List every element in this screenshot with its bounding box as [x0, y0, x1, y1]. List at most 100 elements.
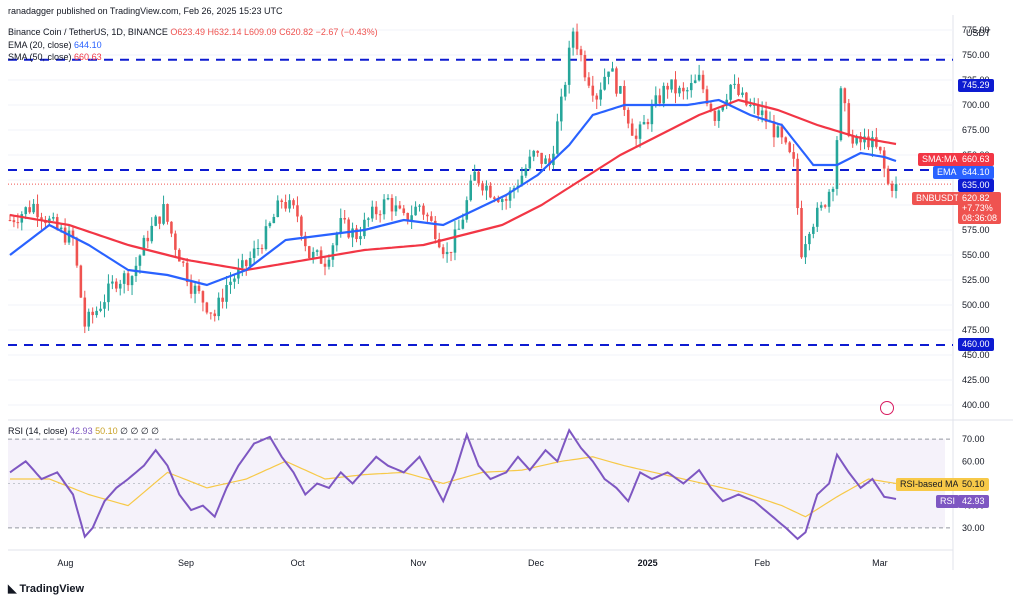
candle-body	[256, 248, 260, 250]
sma-legend[interactable]: SMA (50, close) 660.63	[8, 52, 102, 62]
candle-body	[591, 85, 595, 96]
candle-body	[185, 262, 189, 283]
candle-body	[390, 198, 394, 212]
candle-body	[489, 185, 492, 198]
candle-body	[63, 227, 67, 243]
candle-body	[126, 273, 130, 286]
candle-body	[760, 110, 764, 116]
candle-body	[91, 311, 94, 316]
ema-legend[interactable]: EMA (20, close) 644.10	[8, 40, 102, 50]
candle-body	[367, 218, 370, 220]
candle-body	[441, 247, 445, 255]
price-tick-label: 550.00	[962, 250, 990, 260]
candle-body	[859, 136, 862, 143]
candle-body	[12, 220, 16, 223]
candle-body	[827, 191, 831, 207]
candle-body	[788, 142, 791, 153]
candle-body	[524, 168, 528, 176]
candle-body	[339, 218, 343, 234]
candle-body	[493, 197, 496, 199]
candle-body	[819, 205, 823, 208]
candle-body	[642, 122, 646, 125]
rsi-legend[interactable]: RSI (14, close) 42.93 50.10 ∅ ∅ ∅ ∅	[8, 426, 159, 437]
candle-body	[16, 222, 20, 224]
candle-body	[150, 225, 154, 242]
candle-body	[485, 185, 488, 191]
candle-body	[276, 200, 280, 218]
replay-icon[interactable]	[880, 401, 894, 415]
candle-body	[705, 89, 709, 104]
candle-body	[737, 83, 740, 95]
candle-body	[221, 297, 224, 302]
candle-body	[701, 74, 705, 90]
candle-body	[225, 285, 228, 302]
time-tick-label: Feb	[754, 558, 770, 568]
candle-body	[796, 158, 799, 209]
candle-body	[453, 229, 457, 253]
candle-body	[394, 205, 398, 212]
candle-body	[75, 238, 79, 266]
candle-body	[579, 49, 583, 56]
candle-body	[174, 233, 177, 250]
price-tick-label: 575.00	[962, 225, 990, 235]
candle-body	[386, 198, 390, 200]
rsi-tick-label: 70.00	[962, 434, 985, 444]
currency-label[interactable]: USDT	[966, 28, 991, 38]
candle-body	[300, 216, 303, 236]
candle-body	[111, 281, 114, 284]
candle-body	[32, 203, 35, 213]
candle-body	[815, 207, 819, 227]
candle-body	[398, 205, 402, 209]
candle-body	[682, 87, 685, 92]
time-tick-label: Nov	[410, 558, 427, 568]
rsi-ma-line	[10, 456, 897, 518]
rsi-legend-label: RSI (14, close)	[8, 426, 68, 436]
candle-body	[461, 219, 465, 229]
sma-name-tag: SMA:MA	[918, 153, 962, 166]
candle-body	[296, 205, 299, 217]
ema-legend-label: EMA (20, close)	[8, 40, 72, 50]
candle-body	[583, 55, 587, 78]
rsi-ma-name-tag: RSI-based MA	[896, 478, 963, 491]
candle-body	[780, 126, 784, 138]
candle-body	[847, 103, 851, 137]
candle-body	[469, 180, 473, 201]
candle-body	[567, 47, 571, 85]
candle-body	[445, 251, 449, 255]
candle-body	[351, 228, 354, 238]
candle-body	[24, 207, 28, 215]
candle-body	[678, 87, 681, 94]
candle-body	[650, 105, 654, 125]
time-tick-label: 2025	[638, 558, 658, 568]
rsi-line	[9, 428, 897, 541]
chart-grid	[8, 15, 1013, 570]
candle-body	[170, 221, 173, 234]
candle-body	[886, 168, 890, 184]
candle-body	[272, 217, 276, 224]
candle-body	[252, 248, 256, 259]
candle-body	[477, 171, 480, 184]
candle-body	[548, 158, 551, 166]
candle-body	[804, 244, 807, 258]
candle-body	[497, 198, 500, 202]
price-tick-label: 675.00	[962, 125, 990, 135]
sma50-line	[9, 98, 897, 272]
publisher-line: ranadagger published on TradingView.com,…	[8, 6, 283, 16]
candle-body	[449, 251, 453, 253]
candle-body	[359, 236, 362, 240]
candle-body	[20, 214, 24, 223]
candle-body	[772, 121, 776, 138]
tradingview-logo[interactable]: ◣ TradingView	[8, 582, 84, 595]
candle-body	[307, 246, 311, 259]
candle-body	[292, 200, 295, 206]
candle-body	[595, 95, 599, 100]
candle-body	[500, 199, 504, 202]
bar-countdown: 08:36:08	[962, 213, 998, 223]
candle-body	[426, 214, 429, 217]
candle-body	[670, 79, 673, 90]
candle-body	[79, 265, 83, 298]
candle-body	[189, 282, 193, 294]
ohlc-open: O623.49	[170, 27, 205, 37]
candle-body	[422, 205, 425, 215]
